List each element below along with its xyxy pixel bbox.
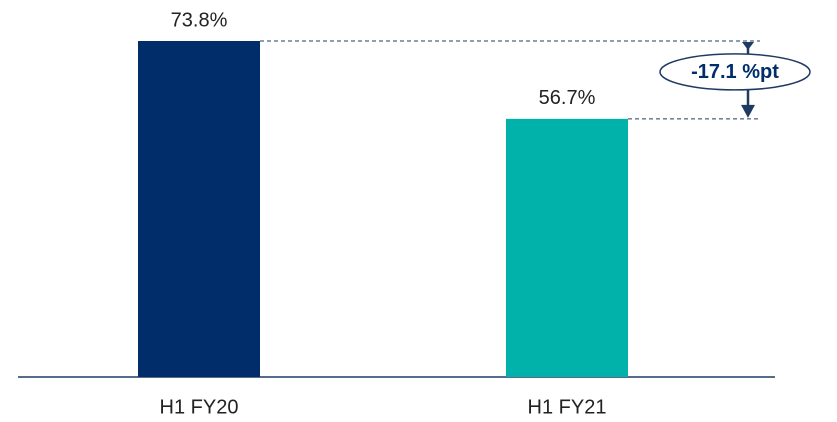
- bar: [506, 118, 628, 377]
- value-label: 56.7%: [539, 87, 596, 109]
- x-tick-label: H1 FY21: [528, 396, 607, 418]
- arrow-tail: [742, 42, 754, 50]
- value-label: 73.8%: [171, 9, 228, 31]
- x-tick-label: H1 FY20: [160, 396, 239, 418]
- bar: [138, 41, 260, 377]
- annotation: -17.1 %pt: [691, 61, 779, 83]
- arrow-head: [741, 104, 755, 118]
- annotation-bubble: [659, 53, 811, 91]
